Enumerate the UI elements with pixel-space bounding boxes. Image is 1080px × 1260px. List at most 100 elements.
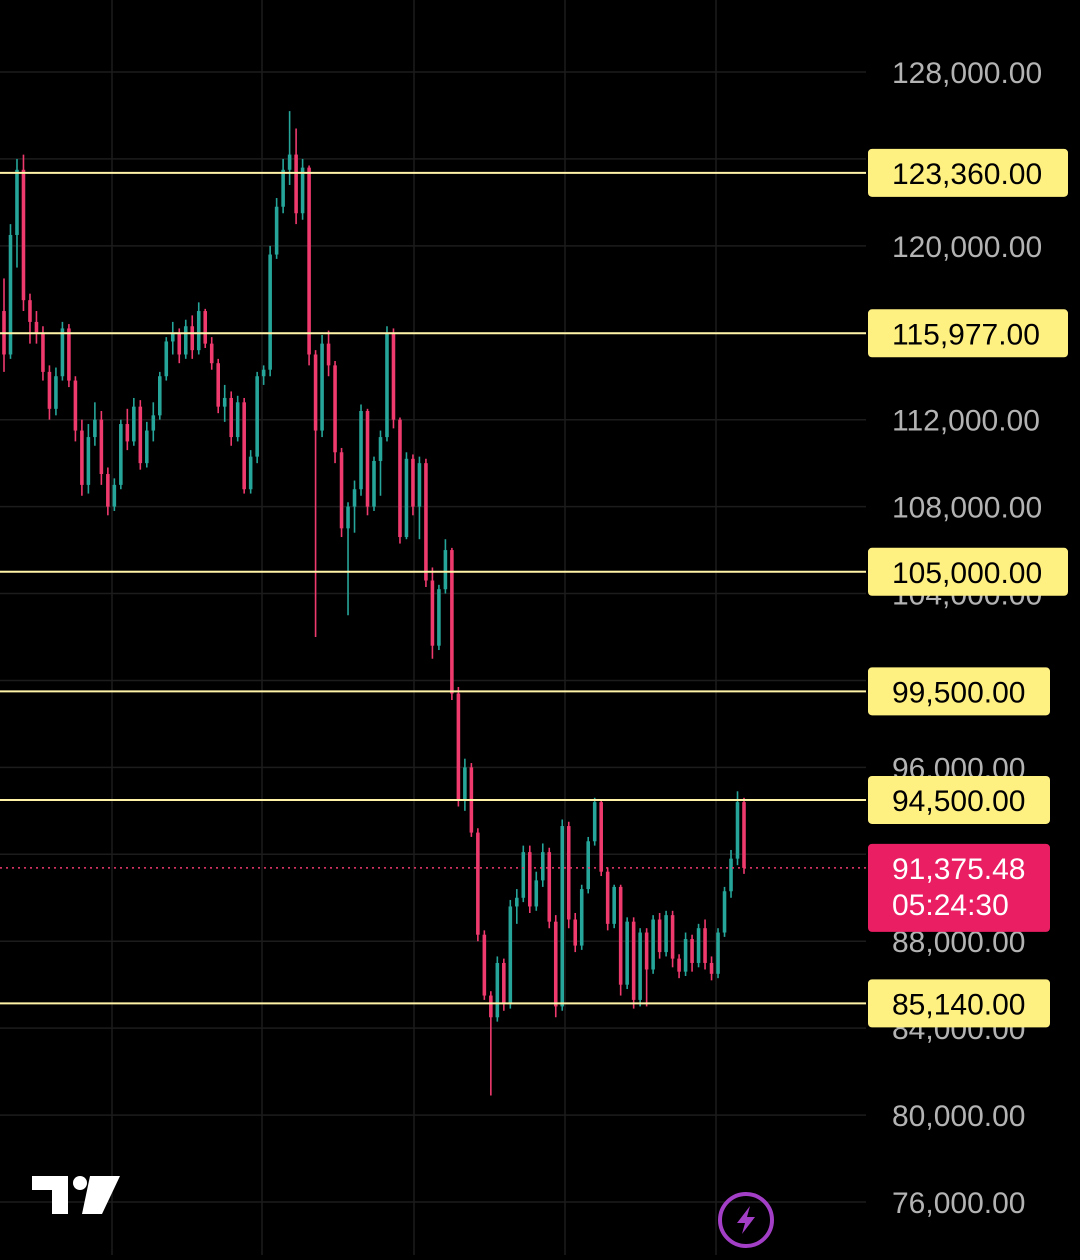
candle[interactable] [255,371,259,464]
candle[interactable] [86,424,91,494]
candle[interactable] [742,797,746,874]
candle[interactable] [385,326,389,442]
candle[interactable] [476,828,480,942]
candle[interactable] [443,539,448,594]
candle[interactable] [339,447,344,538]
candle[interactable] [391,328,396,429]
candle[interactable] [119,419,123,490]
candle[interactable] [2,278,6,372]
price-axis[interactable]: 128,000.00124,000.00120,000.00116,000.00… [892,57,1042,1220]
candle[interactable] [560,819,565,1011]
candle[interactable] [28,293,32,344]
candle[interactable] [203,308,208,348]
candle[interactable] [515,889,519,924]
candle[interactable] [73,376,78,442]
candle[interactable] [106,467,110,516]
candle[interactable] [274,198,279,259]
candle[interactable] [248,450,253,494]
candle[interactable] [365,408,370,516]
candle[interactable] [158,371,162,420]
candle[interactable] [411,454,415,516]
level-label-box[interactable] [868,775,1050,824]
candle[interactable] [638,928,642,1007]
candle[interactable] [164,337,169,381]
candle[interactable] [41,326,45,381]
candle[interactable] [300,158,305,220]
candle[interactable] [612,884,616,929]
candle[interactable] [209,337,214,370]
candle[interactable] [553,915,558,1018]
candle[interactable] [54,367,58,416]
candle[interactable] [216,358,220,414]
candle[interactable] [625,917,629,990]
candle[interactable] [482,930,487,1000]
candle[interactable] [644,928,649,1007]
candle[interactable] [80,419,84,496]
candle[interactable] [125,408,130,451]
candle[interactable] [242,397,246,494]
candle[interactable] [508,899,513,1009]
level-label-box[interactable] [868,547,1068,596]
candles[interactable] [2,111,746,1096]
candle[interactable] [528,845,532,913]
candle[interactable] [437,584,441,651]
candle[interactable] [424,458,428,588]
candle[interactable] [683,932,688,976]
candle[interactable] [722,886,727,937]
candle[interactable] [664,910,668,957]
candle[interactable] [463,758,467,811]
candle[interactable] [729,849,733,898]
candle[interactable] [398,417,402,544]
candle[interactable] [93,402,97,446]
candle[interactable] [359,404,363,496]
candle[interactable] [709,956,714,981]
candle[interactable] [60,321,65,381]
candle[interactable] [592,797,597,846]
candle[interactable] [67,324,71,388]
candle[interactable] [170,321,175,355]
candle[interactable] [430,567,435,659]
candle[interactable] [599,799,603,877]
candle[interactable] [540,843,545,887]
candle[interactable] [235,395,240,442]
candle[interactable] [450,547,454,701]
candle[interactable] [677,954,681,979]
candle[interactable] [534,871,539,911]
candle[interactable] [417,456,422,540]
candle[interactable] [132,397,136,446]
candle[interactable] [521,845,526,903]
candle[interactable] [8,224,13,359]
candle[interactable] [573,912,578,953]
candle[interactable] [320,334,324,438]
candle[interactable] [261,365,266,385]
candle[interactable] [631,917,636,1009]
candle[interactable] [281,158,285,214]
candle[interactable] [99,411,104,485]
candle[interactable] [605,867,610,931]
candle[interactable] [307,165,311,366]
candle[interactable] [183,319,188,359]
candle[interactable] [229,391,233,446]
candle[interactable] [703,919,707,970]
level-label-box[interactable] [868,148,1068,197]
candle[interactable] [138,400,143,470]
candle[interactable] [495,956,500,1022]
candle[interactable] [372,456,376,511]
candle[interactable] [586,836,590,894]
candle[interactable] [735,791,740,866]
candle[interactable] [21,154,26,312]
candle[interactable] [502,958,506,1011]
level-label-box[interactable] [868,309,1068,358]
candle[interactable] [618,884,623,996]
candle[interactable] [696,923,701,968]
candle[interactable] [378,430,383,496]
candle[interactable] [222,384,227,422]
level-label-box[interactable] [868,667,1050,716]
candle[interactable] [112,478,117,511]
candle[interactable] [190,315,195,359]
candle[interactable] [47,365,52,420]
candle[interactable] [404,452,409,540]
